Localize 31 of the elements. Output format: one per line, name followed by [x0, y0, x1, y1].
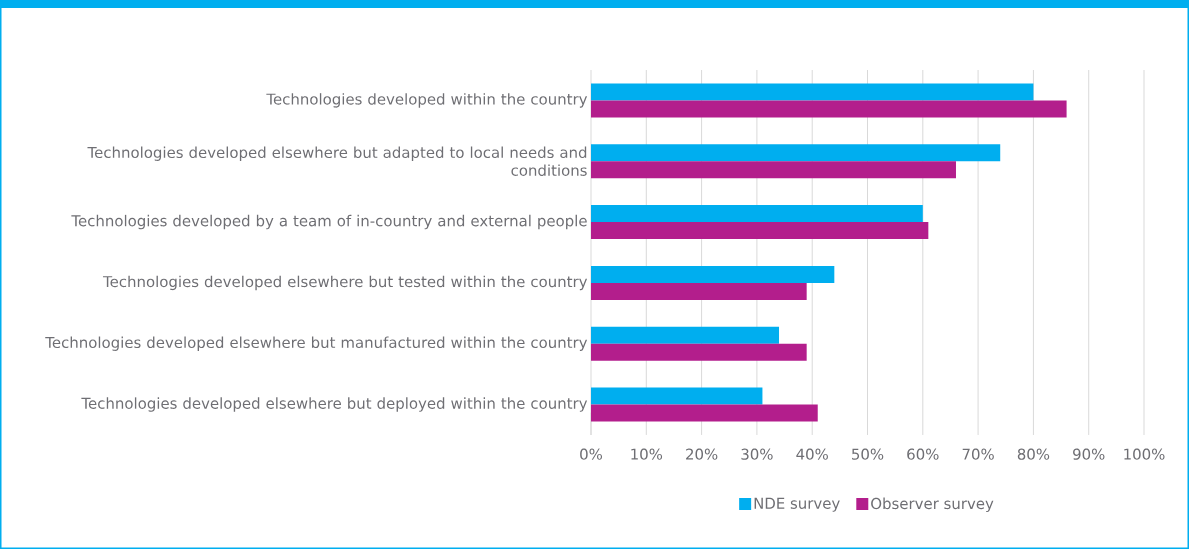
legend-label: Observer survey: [871, 497, 994, 513]
bar: [591, 161, 956, 179]
x-tick-label: 10%: [631, 448, 663, 460]
bar: [591, 83, 1034, 101]
bar: [591, 265, 835, 283]
x-tick-label: 20%: [686, 448, 718, 460]
x-tick-label: 30%: [741, 448, 773, 460]
y-tick-label: Technologies developed elsewhere but manufactured within the country: [45, 336, 588, 351]
x-tick-label: 80%: [1017, 448, 1050, 460]
x-tick-label: 40%: [796, 448, 828, 460]
bar: [591, 222, 929, 240]
x-tick-label: 0%: [580, 448, 603, 460]
bar: [591, 387, 763, 405]
bar: [591, 343, 807, 361]
x-tick-label: 60%: [907, 448, 939, 460]
y-tick-label: Technologies developed elsewhere but adapted to local needs and conditions: [87, 146, 587, 176]
bar: [591, 326, 780, 344]
x-tick-label: 50%: [852, 448, 884, 460]
x-tick-label: 90%: [1073, 448, 1105, 460]
bar: [591, 205, 923, 223]
y-tick-label: Technologies developed elsewhere but deployed within the country: [81, 397, 588, 412]
x-tick-label: 100%: [1124, 448, 1165, 460]
x-tick-label: 70%: [962, 448, 994, 460]
legend-label: NDE survey: [754, 497, 840, 512]
bar: [591, 144, 1001, 162]
bar: [591, 282, 807, 300]
y-tick-label: Technologies developed elsewhere but tested within the country: [102, 275, 588, 291]
y-tick-label: Technologies developed within the country: [266, 93, 588, 108]
bar: [591, 100, 1067, 118]
y-tick-label: Technologies developed by a team of in-country and external people: [71, 214, 587, 230]
bar: [591, 404, 818, 422]
